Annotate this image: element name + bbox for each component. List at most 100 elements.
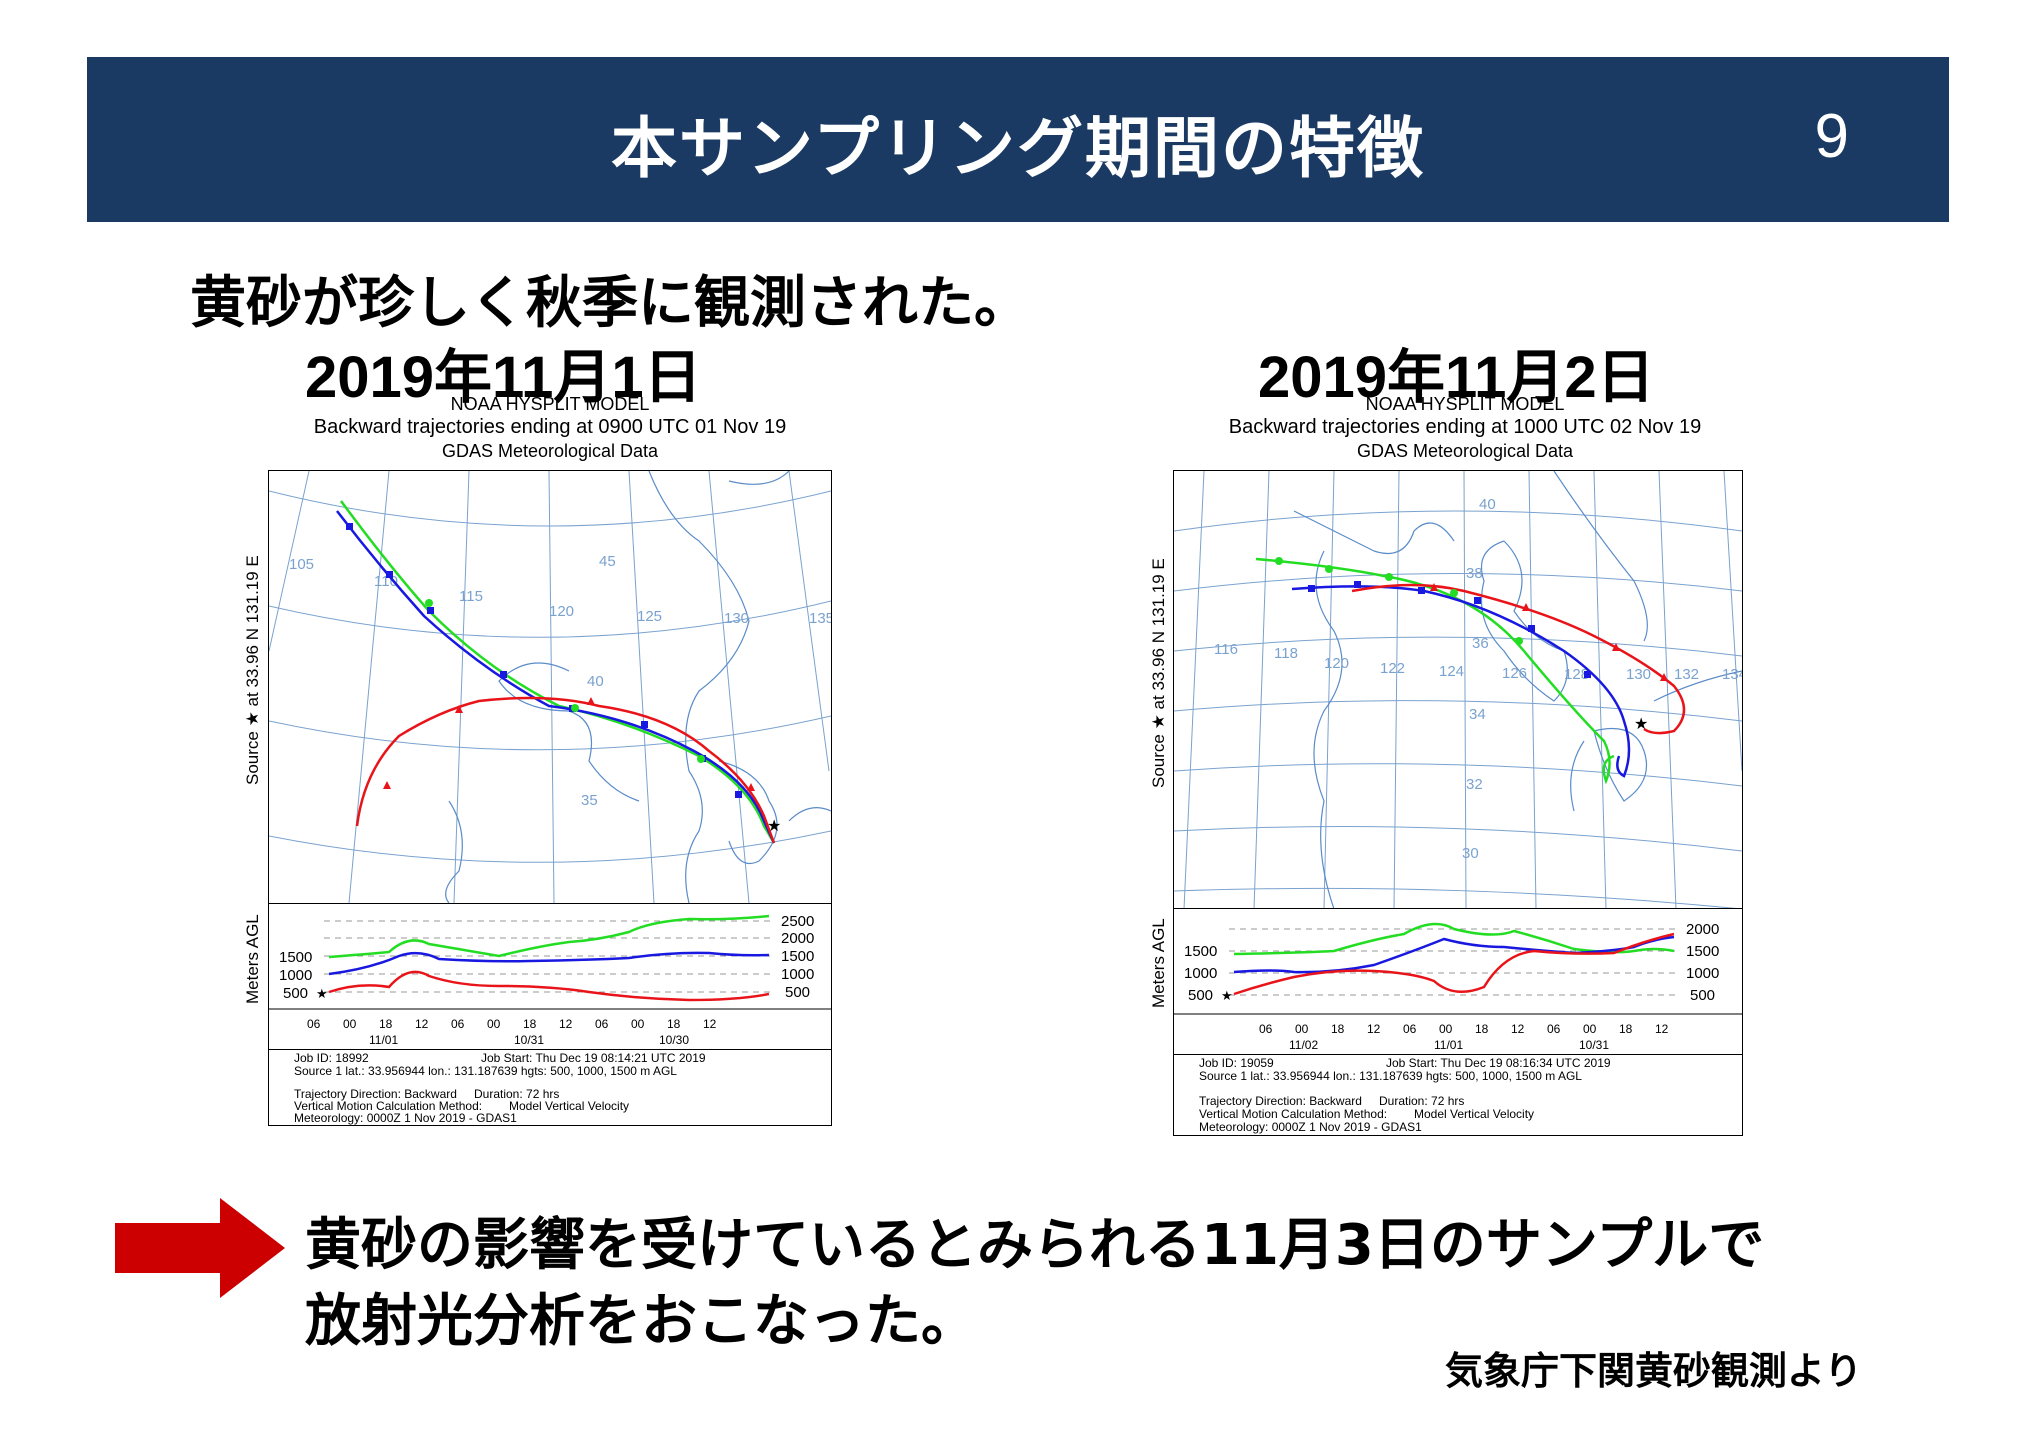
date-tick: 11/01 bbox=[1434, 1038, 1463, 1052]
figure-2-info-panel: Job ID: 19059 Job Start: Thu Dec 19 08:1… bbox=[1173, 1054, 1743, 1136]
map-label: 124 bbox=[1439, 663, 1464, 680]
figure-2-map: 40 38 36 34 32 30 116 118 120 122 124 12… bbox=[1173, 470, 1747, 910]
figure-2-job-id: Job ID: 19059 bbox=[1199, 1056, 1274, 1070]
map-label: 126 bbox=[1502, 665, 1527, 682]
time-tick: 12 bbox=[703, 1017, 717, 1031]
time-tick: 00 bbox=[1439, 1022, 1453, 1036]
time-tick: 06 bbox=[1259, 1022, 1273, 1036]
right-arrow-icon bbox=[115, 1198, 285, 1298]
figure-2-graticule bbox=[1173, 470, 1743, 910]
figure-2-meteorology: Meteorology: 0000Z 1 Nov 2019 - GDAS1 bbox=[1199, 1120, 1422, 1134]
figure-1-height-500 bbox=[328, 970, 770, 1002]
time-tick: 06 bbox=[307, 1017, 321, 1031]
slide-subtitle: 黄砂が珍しく秋季に観測された。 bbox=[190, 271, 1030, 336]
time-tick: 12 bbox=[1511, 1022, 1525, 1036]
figure-1-info-panel: Job ID: 18992 Job Start: Thu Dec 19 08:1… bbox=[268, 1049, 832, 1126]
conclusion-line-1: 黄砂の影響を受けているとみられる11月3日のサンプルで bbox=[305, 1213, 1765, 1278]
time-tick: 12 bbox=[1367, 1022, 1381, 1036]
map-label: 118 bbox=[1274, 645, 1298, 662]
header-banner: 本サンプリング期間の特徴 9 bbox=[87, 57, 1949, 222]
figure-2-height-panel: 1500 1000 500 ★ 2000 1500 1000 500 06 00… bbox=[1173, 908, 1743, 1056]
figure-2-height-gridlines bbox=[1229, 928, 1679, 996]
time-tick: 00 bbox=[631, 1017, 645, 1031]
map-label: 36 bbox=[1472, 635, 1489, 652]
height-tick: 500 bbox=[283, 985, 308, 1002]
height-tick: 1500 bbox=[1686, 943, 1719, 960]
height-tick: 500 bbox=[1690, 987, 1715, 1004]
figure-2-model-title: NOAA HYSPLIT MODEL bbox=[1365, 394, 1565, 414]
figure-2-height-1500 bbox=[1233, 922, 1675, 956]
figure-1-source-star: ★ bbox=[767, 818, 781, 835]
height-tick: 1500 bbox=[279, 949, 312, 966]
map-label: 135 bbox=[809, 610, 831, 627]
map-label: 130 bbox=[724, 610, 749, 627]
height-tick: 2500 bbox=[781, 913, 814, 930]
map-label: 120 bbox=[1324, 655, 1349, 672]
map-label: 122 bbox=[1380, 660, 1405, 677]
figure-1-source-label: Source ★ at 33.96 N 131.19 E bbox=[243, 555, 262, 785]
date-tick: 10/30 bbox=[659, 1033, 689, 1047]
map-label: 128 bbox=[1564, 666, 1589, 683]
height-tick: 2000 bbox=[1686, 921, 1719, 938]
figure-1-height-svg: 1500 1000 500 ★ 2500 2000 1500 1000 500 … bbox=[269, 913, 831, 1047]
date-tick: 10/31 bbox=[1579, 1038, 1609, 1052]
time-tick: 18 bbox=[1331, 1022, 1345, 1036]
figure-1-job-id: Job ID: 18992 bbox=[294, 1051, 369, 1065]
figure-1-height-panel: 1500 1000 500 ★ 2500 2000 1500 1000 500 … bbox=[268, 903, 832, 1051]
time-tick: 18 bbox=[523, 1017, 537, 1031]
time-tick: 06 bbox=[595, 1017, 609, 1031]
figure-2-trajectory-500 bbox=[1351, 583, 1686, 735]
time-tick: 18 bbox=[1619, 1022, 1633, 1036]
map-label: 40 bbox=[1479, 496, 1496, 513]
map-label: 116 bbox=[1214, 641, 1238, 658]
time-tick: 12 bbox=[1655, 1022, 1669, 1036]
figure-1-source-line: Source 1 lat.: 33.956944 lon.: 131.18763… bbox=[294, 1064, 677, 1078]
figure-1-vertical-value: Model Vertical Velocity bbox=[509, 1099, 630, 1113]
figure-1-time-ticks: 06 00 18 12 06 00 18 12 06 00 18 12 11/0… bbox=[307, 1017, 717, 1047]
figure-2-map-labels: 40 38 36 34 32 30 116 118 120 122 124 12… bbox=[1214, 496, 1747, 862]
date-tick: 11/02 bbox=[1289, 1038, 1318, 1052]
figure-2-star-marks: ★ bbox=[1221, 988, 1233, 1003]
figure-1-duration: Duration: 72 hrs bbox=[474, 1087, 560, 1101]
figure-2-direction: Trajectory Direction: Backward bbox=[1199, 1094, 1362, 1108]
figure-1-model-title: NOAA HYSPLIT MODEL bbox=[450, 394, 650, 414]
time-tick: 00 bbox=[343, 1017, 357, 1031]
height-tick: 1000 bbox=[279, 967, 312, 984]
figure-2-height-axis-label: Meters AGL bbox=[1149, 918, 1168, 1008]
figure-1-height-1500 bbox=[328, 914, 770, 959]
map-label: 40 bbox=[587, 673, 604, 690]
figure-2-source-star: ★ bbox=[1634, 716, 1648, 733]
figure-1-data-line: GDAS Meteorological Data bbox=[441, 441, 659, 461]
figure-1-coastline bbox=[445, 470, 832, 904]
map-label: 35 bbox=[581, 792, 598, 809]
figure-1-meteorology: Meteorology: 0000Z 1 Nov 2019 - GDAS1 bbox=[294, 1111, 517, 1125]
map-label: 105 bbox=[289, 556, 314, 573]
figure-2-ending-line: Backward trajectories ending at 1000 UTC… bbox=[1228, 416, 1702, 438]
figure-2-source-line: Source 1 lat.: 33.956944 lon.: 131.18763… bbox=[1199, 1069, 1582, 1083]
figure-1-height-axis-label: Meters AGL bbox=[243, 914, 262, 1004]
date-tick: 11/01 bbox=[369, 1033, 398, 1047]
map-label: 115 bbox=[459, 588, 483, 605]
figure-2-right-heights: 2000 1500 1000 500 bbox=[1686, 921, 1719, 1004]
figure-2-coastline bbox=[1293, 470, 1743, 910]
slide-title: 本サンプリング期間の特徴 bbox=[610, 110, 1426, 187]
figure-1-map: 105 110 115 120 125 130 135 45 40 35 bbox=[268, 470, 834, 904]
time-tick: 18 bbox=[379, 1017, 393, 1031]
time-tick: 00 bbox=[1583, 1022, 1597, 1036]
figure-1-right-heights: 2500 2000 1500 1000 500 bbox=[781, 913, 814, 1001]
figure-1-star-marks: ★ bbox=[316, 986, 328, 1001]
map-label: 32 bbox=[1466, 776, 1483, 793]
time-tick: 12 bbox=[415, 1017, 429, 1031]
map-label: 134 bbox=[1722, 666, 1742, 683]
height-tick: 1500 bbox=[1184, 943, 1217, 960]
time-tick: 06 bbox=[1547, 1022, 1561, 1036]
time-tick: 06 bbox=[451, 1017, 465, 1031]
figure-1-trajectory-1000 bbox=[336, 510, 776, 844]
height-tick: 500 bbox=[1188, 987, 1213, 1004]
figure-2-job-start: Job Start: Thu Dec 19 08:16:34 UTC 2019 bbox=[1386, 1056, 1611, 1070]
figure-1-height-gridlines bbox=[324, 920, 774, 993]
figure-2-vertical: Vertical Motion Calculation Method: bbox=[1199, 1107, 1388, 1121]
figure-1-trajectory-markers bbox=[346, 523, 755, 798]
map-label: 120 bbox=[549, 603, 574, 620]
height-tick: 2000 bbox=[781, 930, 814, 947]
